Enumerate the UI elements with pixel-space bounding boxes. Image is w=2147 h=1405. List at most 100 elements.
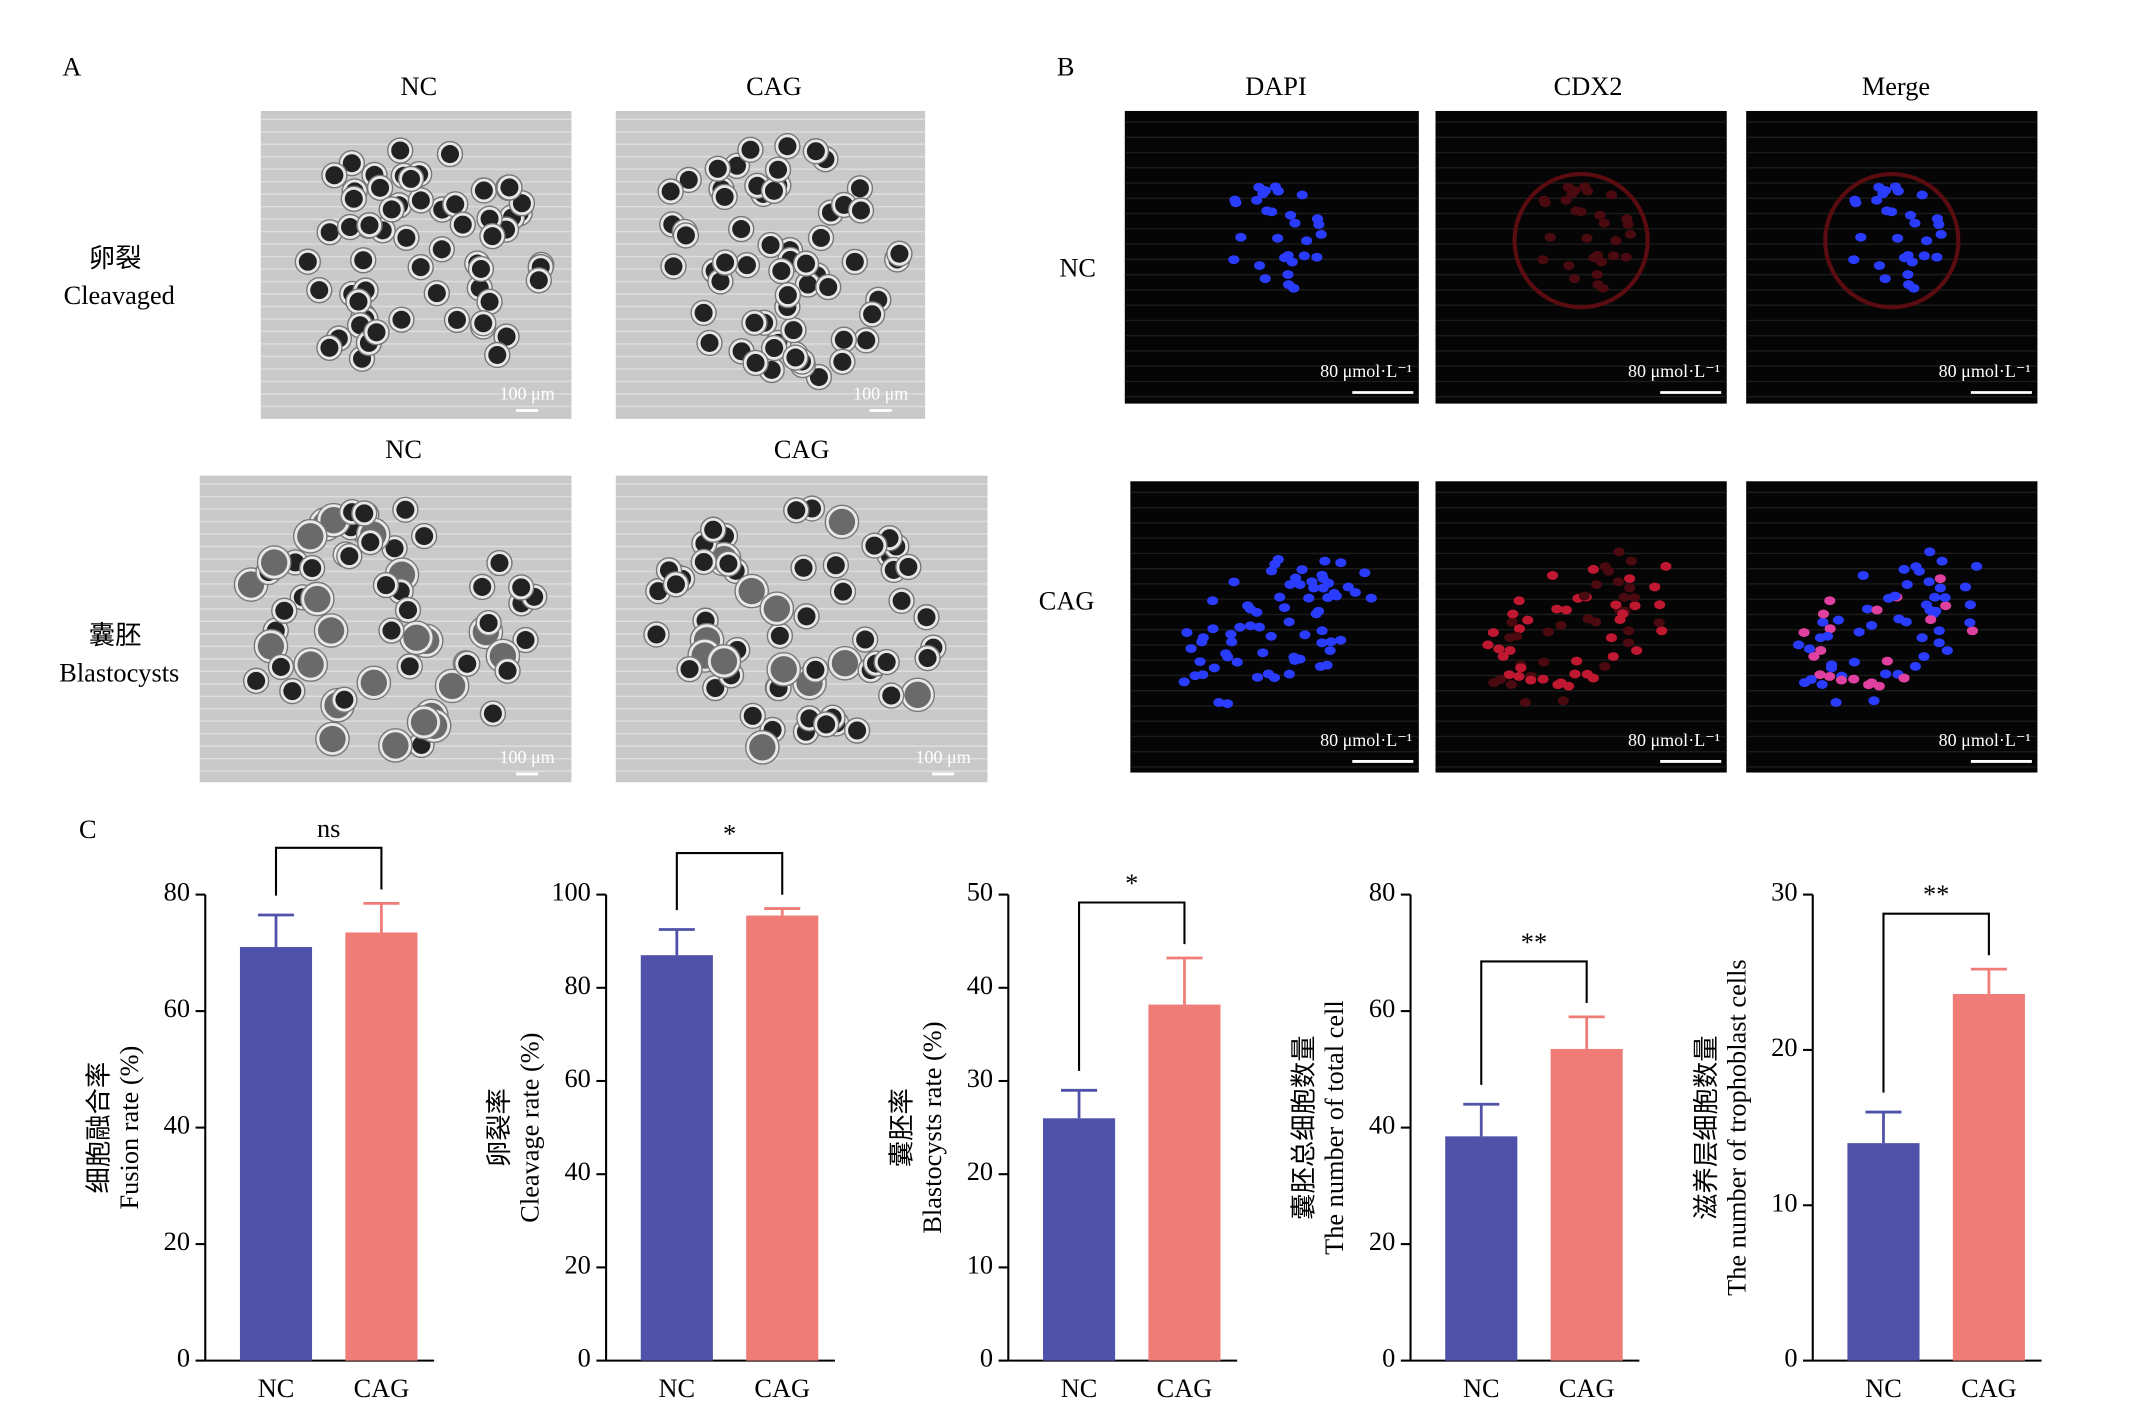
embryo-core [529, 271, 548, 290]
y-tick-label: 60 [164, 994, 190, 1023]
nucleus [1653, 618, 1665, 628]
nucleus [1342, 582, 1354, 592]
row-label: CAG [1039, 586, 1095, 615]
nucleus [1324, 646, 1336, 655]
nucleus [1289, 655, 1301, 665]
nucleus [1251, 195, 1263, 205]
embryo-core [763, 595, 791, 622]
fluorescence-image: 80 μmol·L⁻¹ [1124, 110, 1419, 404]
embryo-core [438, 672, 466, 700]
nucleus [1901, 580, 1913, 589]
nucleus [1835, 675, 1848, 685]
nucleus [1511, 631, 1523, 641]
nucleus [1879, 274, 1891, 284]
nucleus [1325, 637, 1337, 647]
embryo-core [778, 286, 797, 305]
y-tick-label: 10 [1771, 1188, 1797, 1217]
nucleus [1920, 600, 1933, 610]
embryo-core [397, 228, 416, 247]
embryo-core [483, 227, 502, 246]
nucleus [1868, 696, 1880, 706]
column-label: NC [385, 435, 422, 464]
scale-bar-label: 80 μmol·L⁻¹ [1320, 361, 1412, 381]
nucleus [1910, 562, 1922, 572]
nucleus [1228, 255, 1240, 265]
nucleus [1625, 556, 1637, 566]
nucleus [1899, 253, 1911, 263]
embryo-core [917, 608, 936, 627]
nucleus [1228, 577, 1240, 587]
nucleus [1296, 190, 1308, 200]
nucleus [1904, 210, 1917, 220]
embryo-core [382, 732, 409, 759]
nucleus [1848, 255, 1860, 265]
nucleus [1563, 681, 1575, 691]
nucleus [1221, 699, 1234, 709]
embryo-core [834, 582, 853, 601]
nucleus [1964, 600, 1976, 610]
significance-label: * [723, 819, 736, 848]
nucleus [1544, 232, 1556, 242]
nucleus [1284, 580, 1296, 589]
bar [1042, 1118, 1116, 1361]
nucleus [1921, 236, 1933, 246]
nucleus [1866, 620, 1878, 630]
embryo-core [310, 281, 329, 300]
image-background [1435, 110, 1727, 404]
embryo-core [770, 626, 789, 645]
embryo-core [727, 156, 747, 175]
nucleus [1555, 620, 1567, 630]
significance-bracket [675, 852, 784, 911]
embryo-core [303, 559, 322, 578]
nucleus [1941, 646, 1953, 655]
nucleus [1799, 678, 1811, 688]
column-label: DAPI [1245, 72, 1306, 101]
nucleus [1542, 627, 1554, 637]
embryo-core [899, 557, 918, 576]
x-tick-label: NC [1463, 1374, 1500, 1403]
nucleus [1560, 195, 1572, 205]
embryo-core [710, 648, 738, 675]
nucleus [1933, 626, 1945, 636]
embryo-core [317, 617, 345, 644]
nucleus [1793, 640, 1805, 650]
embryo-core [271, 657, 290, 676]
nucleus [1918, 251, 1930, 261]
significance-label: ns [317, 814, 340, 843]
scale-bar-label: 100 μm [916, 747, 971, 767]
embryo-core [320, 223, 339, 242]
nucleus [1301, 236, 1313, 246]
nucleus [1568, 274, 1581, 284]
nucleus [1582, 614, 1594, 624]
embryo-core [848, 721, 867, 740]
embryo-core [704, 520, 723, 539]
nucleus [1547, 571, 1559, 580]
y-tick-label: 80 [164, 878, 190, 907]
embryo-core [890, 244, 909, 263]
embryo-core [746, 353, 765, 372]
scale-bar-label: 100 μm [499, 747, 554, 767]
nucleus [1814, 670, 1826, 680]
nucleus [1262, 669, 1274, 679]
nucleus [1863, 680, 1875, 690]
y-tick-label: 0 [1382, 1344, 1395, 1373]
y-tick-label: 0 [177, 1344, 190, 1373]
bar [1148, 1004, 1221, 1361]
nucleus [1316, 626, 1328, 636]
nucleus [1597, 283, 1609, 293]
nucleus [1587, 673, 1599, 683]
nucleus [1298, 251, 1310, 261]
nucleus [1316, 638, 1328, 648]
nucleus [1513, 624, 1526, 634]
nucleus [1889, 182, 1901, 192]
embryo-core [904, 681, 931, 708]
embryo-core [831, 650, 859, 677]
row-label: Blastocysts [59, 659, 179, 688]
nucleus [1515, 663, 1527, 673]
embryo-core [882, 686, 901, 705]
embryo-core [360, 216, 379, 235]
embryo-core [354, 251, 373, 270]
nucleus [1506, 617, 1518, 627]
